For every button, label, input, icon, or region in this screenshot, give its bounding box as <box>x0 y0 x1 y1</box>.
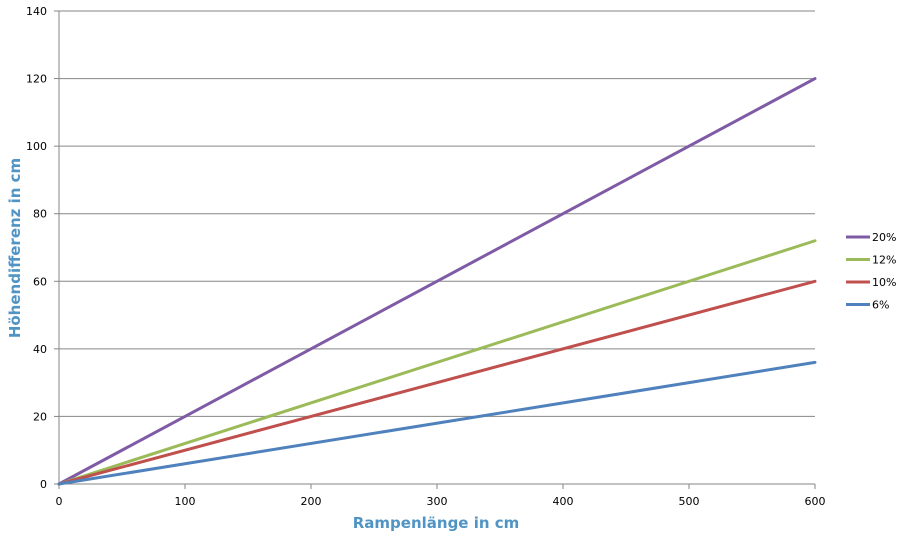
y-tick-label: 80 <box>33 208 47 221</box>
y-tick-labels: 0 20 40 60 80 100 120 140 <box>26 5 47 491</box>
legend: 20% 12% 10% 6% <box>846 231 896 312</box>
x-tick-label: 400 <box>553 495 574 508</box>
x-tick-label: 0 <box>56 495 63 508</box>
axes <box>58 11 815 485</box>
series-line-10pct <box>57 279 817 486</box>
x-tick-label: 600 <box>805 495 826 508</box>
x-tick-label: 300 <box>427 495 448 508</box>
series-line-6pct <box>57 360 817 486</box>
legend-label: 20% <box>872 231 896 244</box>
series-lines <box>57 77 817 486</box>
x-tick-label: 100 <box>175 495 196 508</box>
x-tick-label: 500 <box>679 495 700 508</box>
y-tick-label: 140 <box>26 5 47 18</box>
x-axis-title: Rampenlänge in cm <box>353 514 520 532</box>
gridlines <box>54 10 816 489</box>
x-tick-labels: 0 100 200 300 400 500 600 <box>56 495 826 508</box>
y-tick-label: 100 <box>26 140 47 153</box>
series-line-20pct <box>57 77 817 486</box>
series-line-12pct <box>57 239 817 486</box>
y-tick-label: 40 <box>33 343 47 356</box>
y-tick-label: 120 <box>26 73 47 86</box>
legend-label: 10% <box>872 276 896 289</box>
y-tick-label: 20 <box>33 410 47 423</box>
x-tick-label: 200 <box>301 495 322 508</box>
y-axis-title: Höhendifferenz in cm <box>6 158 24 338</box>
y-tick-label: 60 <box>33 275 47 288</box>
legend-label: 6% <box>872 299 889 312</box>
legend-label: 12% <box>872 254 896 267</box>
y-tick-label: 0 <box>40 478 47 491</box>
